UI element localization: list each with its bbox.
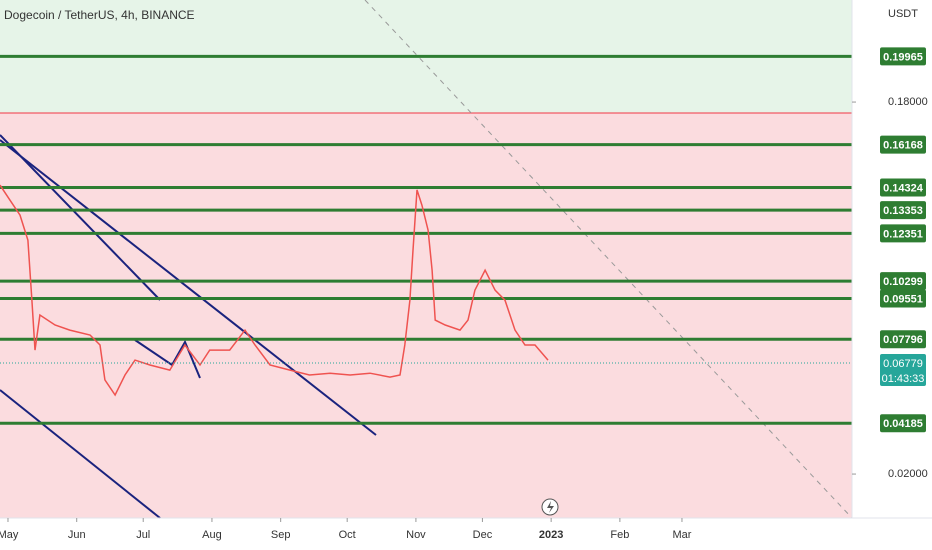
level-label-box — [880, 178, 926, 197]
dashed-trendline — [364, 0, 853, 519]
x-tick-label: Dec — [473, 529, 493, 541]
level-label-box — [880, 47, 926, 66]
trendline — [0, 139, 377, 436]
trendline — [0, 389, 161, 519]
x-tick-label: Sep — [271, 529, 291, 541]
last-price-box — [880, 353, 926, 386]
level-label: 0.19965 — [883, 51, 923, 63]
x-tick-label: May — [0, 529, 19, 541]
y-tick-label: 0.02000 — [888, 468, 928, 480]
level-label: 0.12351 — [883, 228, 923, 240]
axis-unit: USDT — [888, 8, 918, 20]
x-tick-label: Nov — [406, 529, 426, 541]
level-label: 0.04185 — [883, 418, 923, 430]
level-label: 0.13353 — [883, 205, 923, 217]
x-tick-label: Aug — [202, 529, 222, 541]
zone — [0, 112, 852, 518]
x-tick-label: Jun — [68, 529, 86, 541]
x-tick-label: Jul — [136, 529, 150, 541]
event-icon-glyph — [547, 501, 554, 513]
level-label-box — [880, 135, 926, 154]
level-label-box — [880, 414, 926, 433]
y-tick-label: 0.18000 — [888, 96, 928, 108]
x-tick-label: 2023 — [539, 529, 563, 541]
trendline — [0, 134, 161, 301]
level-label: 0.10299 — [883, 276, 923, 288]
last-price-label: 0.06779 — [883, 358, 923, 370]
level-label-box — [880, 272, 926, 291]
level-label-box — [880, 224, 926, 243]
drawing — [134, 339, 201, 379]
x-tick-label: Feb — [610, 529, 629, 541]
countdown: 01:43:33 — [882, 373, 925, 385]
level-label-box — [880, 201, 926, 220]
x-tick-label: Oct — [339, 529, 356, 541]
level-label: 0.14324 — [883, 182, 924, 194]
level-label: 0.09551 — [883, 293, 923, 305]
chart-title: Dogecoin / TetherUS, 4h, BINANCE — [4, 8, 195, 22]
level-label: 0.16168 — [883, 140, 923, 152]
level-label-box — [880, 289, 926, 308]
price-line — [0, 184, 549, 397]
level-label-box — [880, 330, 926, 349]
x-tick-label: Mar — [672, 529, 691, 541]
level-label: 0.07796 — [883, 334, 923, 346]
